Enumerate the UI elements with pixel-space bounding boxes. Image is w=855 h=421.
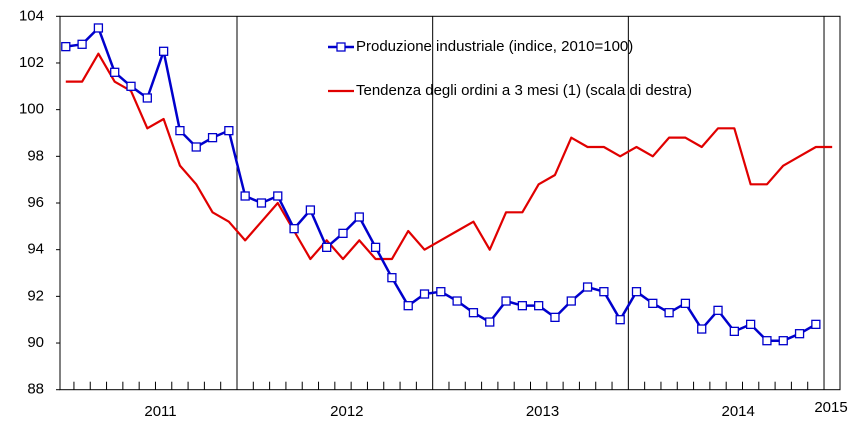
data-point <box>273 191 283 201</box>
legend-marker <box>336 42 346 52</box>
data-point <box>240 191 250 201</box>
legend-label: Produzione industriale (indice, 2010=100… <box>356 38 633 55</box>
data-point <box>517 301 528 311</box>
y-tick-label: 98 <box>27 147 44 164</box>
data-point <box>713 305 723 316</box>
data-point <box>778 336 788 346</box>
data-point <box>664 308 674 318</box>
x-year-label: 2012 <box>330 403 363 420</box>
x-year-label: 2013 <box>526 403 559 420</box>
data-point <box>93 23 104 33</box>
data-point <box>550 312 560 323</box>
data-point <box>142 93 152 103</box>
data-point <box>534 301 544 311</box>
data-point <box>436 287 446 297</box>
x-year-label: 2015 <box>814 399 847 416</box>
data-point <box>191 142 201 152</box>
data-point <box>289 224 299 234</box>
data-point <box>631 287 642 297</box>
data-point <box>338 228 348 238</box>
data-point <box>158 46 169 56</box>
y-tick-label: 102 <box>19 54 44 71</box>
data-point <box>403 301 413 311</box>
data-point <box>615 315 625 325</box>
y-tick-label: 96 <box>27 194 44 211</box>
data-point <box>354 212 364 222</box>
plot-frame <box>59 15 841 391</box>
data-point <box>61 41 71 52</box>
data-point <box>224 126 234 136</box>
x-year-label: 2011 <box>144 403 176 420</box>
data-point <box>648 298 658 309</box>
data-point <box>207 133 218 143</box>
data-point <box>745 319 756 330</box>
data-point <box>387 273 397 283</box>
data-point <box>485 317 495 327</box>
data-point <box>697 324 707 334</box>
data-point <box>794 329 805 339</box>
data-point <box>256 198 267 208</box>
legend-label: Tendenza degli ordini a 3 mesi (1) (scal… <box>356 82 692 99</box>
data-point <box>77 39 87 49</box>
data-point <box>582 282 593 292</box>
data-point <box>175 126 185 136</box>
data-point <box>680 298 691 309</box>
data-point <box>811 319 821 330</box>
data-point <box>305 205 316 215</box>
data-point <box>452 296 462 306</box>
series-line <box>65 52 833 261</box>
data-point <box>468 308 479 318</box>
y-tick-label: 100 <box>19 101 44 118</box>
y-tick-label: 94 <box>27 241 44 258</box>
data-point <box>762 336 772 346</box>
y-tick-label: 88 <box>27 381 44 398</box>
y-tick-label: 92 <box>27 287 44 304</box>
y-tick-label: 104 <box>19 7 44 24</box>
data-point <box>419 289 430 299</box>
y-tick-label: 90 <box>27 334 44 351</box>
data-point <box>566 296 576 306</box>
data-point <box>126 81 136 91</box>
data-point <box>501 296 511 306</box>
data-point <box>370 242 381 252</box>
data-point <box>729 326 739 337</box>
data-point <box>599 287 609 297</box>
data-point <box>322 242 332 252</box>
data-point <box>110 67 120 77</box>
x-year-label: 2014 <box>721 403 754 420</box>
